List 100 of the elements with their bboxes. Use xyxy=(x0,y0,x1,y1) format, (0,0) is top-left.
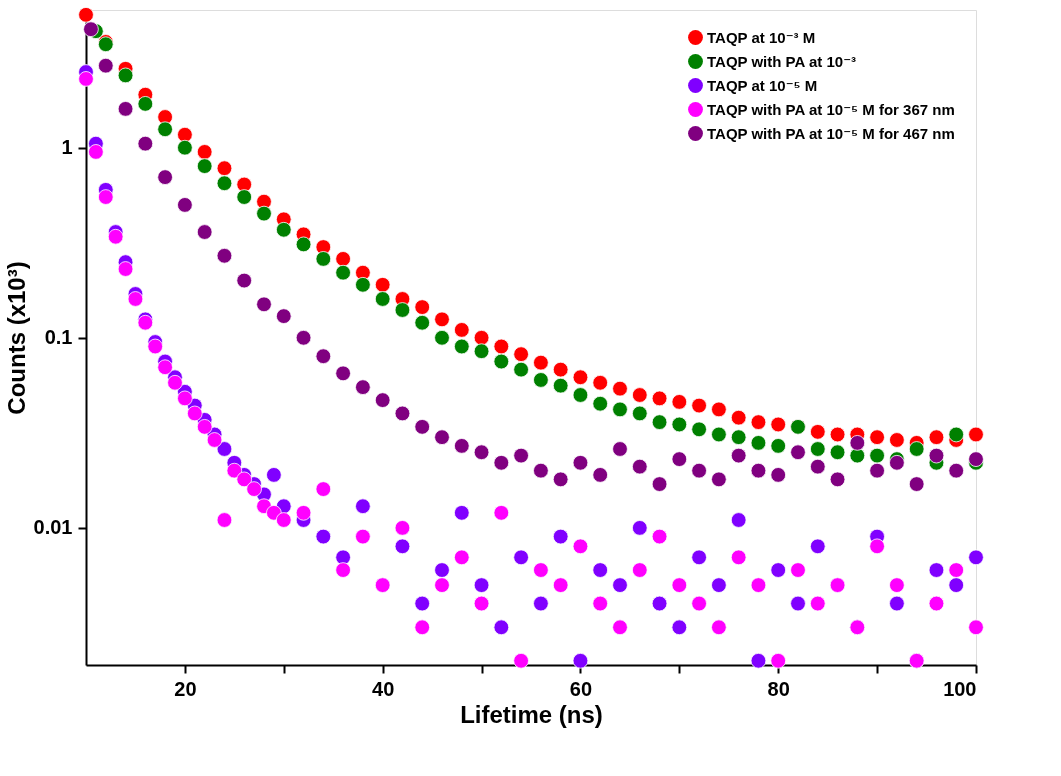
point xyxy=(453,322,470,338)
point xyxy=(157,109,173,125)
point xyxy=(315,528,332,545)
point xyxy=(948,462,965,479)
point xyxy=(157,169,173,185)
point xyxy=(572,652,589,669)
point xyxy=(117,261,134,277)
y-tick-label: 0.1 xyxy=(44,326,73,349)
point xyxy=(78,7,94,23)
point xyxy=(750,577,767,593)
point xyxy=(246,481,262,497)
point xyxy=(889,595,905,612)
point xyxy=(889,432,905,448)
point xyxy=(453,549,470,566)
point xyxy=(770,652,787,669)
point xyxy=(434,329,450,346)
point xyxy=(355,498,371,515)
point xyxy=(592,595,609,612)
point xyxy=(612,380,628,397)
point xyxy=(908,476,925,492)
point xyxy=(266,467,282,483)
point xyxy=(295,329,312,346)
point xyxy=(434,429,450,445)
point xyxy=(691,549,707,566)
point xyxy=(473,595,490,612)
point xyxy=(196,158,213,174)
point xyxy=(790,562,806,578)
point xyxy=(473,343,490,360)
point xyxy=(651,595,668,612)
point xyxy=(809,538,826,555)
point xyxy=(453,438,470,454)
point xyxy=(770,416,787,433)
point xyxy=(671,394,688,410)
point xyxy=(552,528,569,545)
legend-label: TAQP at 10⁻³ M xyxy=(707,28,816,46)
point xyxy=(572,387,589,403)
point xyxy=(167,374,183,391)
point xyxy=(186,405,203,422)
point xyxy=(730,512,747,528)
point xyxy=(631,387,648,403)
point xyxy=(315,348,332,365)
point xyxy=(711,426,727,443)
point xyxy=(730,429,747,445)
point xyxy=(414,299,431,315)
point xyxy=(216,247,233,264)
point xyxy=(691,421,707,438)
point xyxy=(414,619,431,636)
point xyxy=(908,441,925,457)
point xyxy=(671,451,688,467)
point xyxy=(612,441,628,457)
point xyxy=(295,236,312,253)
point xyxy=(97,189,114,205)
point xyxy=(473,444,490,461)
point xyxy=(592,374,609,391)
point xyxy=(572,538,589,555)
point xyxy=(117,67,134,84)
point xyxy=(216,441,233,457)
point xyxy=(651,414,668,430)
point xyxy=(177,197,193,213)
point xyxy=(750,462,767,479)
point xyxy=(473,577,490,593)
point xyxy=(829,471,846,488)
point xyxy=(256,205,272,222)
point xyxy=(335,251,351,267)
point xyxy=(394,302,411,318)
legend-label: TAQP at 10⁻⁵ M xyxy=(707,76,818,94)
y-tick-label: 1 xyxy=(61,136,73,159)
point xyxy=(711,401,727,418)
point xyxy=(127,291,144,307)
point xyxy=(948,577,965,593)
point xyxy=(275,221,292,238)
point xyxy=(750,414,767,430)
point xyxy=(592,395,609,412)
point xyxy=(256,296,272,313)
point xyxy=(809,595,826,612)
point xyxy=(711,577,727,593)
point xyxy=(829,444,846,461)
point xyxy=(968,549,984,566)
point xyxy=(97,57,114,74)
point xyxy=(711,471,727,488)
x-tick-label: 100 xyxy=(943,677,977,700)
point xyxy=(651,528,668,545)
y-tick-label: 0.01 xyxy=(33,516,73,539)
point xyxy=(889,577,905,593)
point xyxy=(869,429,885,445)
point xyxy=(236,189,253,205)
x-tick-label: 20 xyxy=(174,677,197,700)
point xyxy=(533,372,549,388)
point xyxy=(295,505,312,521)
point xyxy=(434,562,450,578)
point xyxy=(750,435,767,451)
point xyxy=(612,401,628,418)
point xyxy=(750,652,767,669)
point xyxy=(770,467,787,483)
point xyxy=(592,562,609,578)
point xyxy=(552,577,569,593)
point xyxy=(374,277,391,293)
point xyxy=(849,435,866,451)
point xyxy=(968,619,984,636)
point xyxy=(513,346,529,362)
